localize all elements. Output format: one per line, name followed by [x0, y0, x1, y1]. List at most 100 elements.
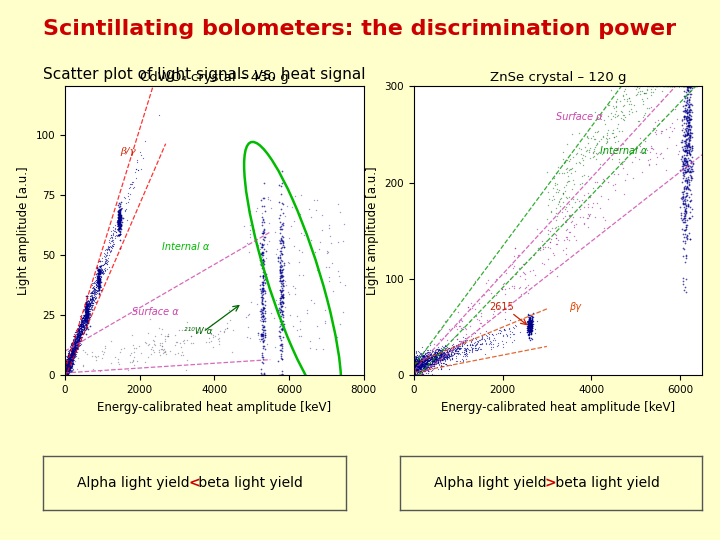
Point: [677, 189, 688, 198]
Point: [78, 317, 89, 326]
Point: [608, 129, 619, 138]
Point: [66, 343, 78, 352]
Point: [655, 148, 667, 157]
Point: [334, 208, 346, 217]
Point: [564, 193, 575, 202]
Point: [84, 295, 96, 303]
Point: [77, 361, 89, 369]
Point: [438, 351, 450, 360]
Point: [93, 275, 104, 284]
Point: [626, 108, 638, 117]
Point: [124, 184, 135, 192]
Point: [96, 266, 108, 275]
Point: [63, 362, 75, 371]
Point: [67, 351, 78, 360]
Point: [411, 366, 423, 374]
Point: [660, 82, 671, 91]
Point: [430, 357, 441, 366]
Point: [83, 299, 94, 308]
Point: [83, 314, 94, 323]
Point: [449, 344, 461, 353]
Point: [508, 262, 519, 271]
Point: [413, 362, 425, 371]
Point: [114, 218, 125, 226]
Point: [437, 359, 449, 368]
Point: [414, 367, 426, 375]
Point: [68, 347, 80, 355]
Point: [552, 184, 563, 193]
Point: [683, 146, 694, 154]
Point: [606, 109, 617, 118]
Point: [419, 353, 431, 361]
Point: [438, 351, 449, 360]
Point: [410, 356, 421, 364]
Point: [257, 249, 269, 258]
Point: [293, 258, 305, 266]
Point: [77, 316, 89, 325]
Point: [274, 267, 286, 275]
Point: [274, 213, 285, 222]
Point: [442, 348, 454, 357]
Point: [97, 261, 109, 269]
Point: [153, 346, 164, 355]
Point: [435, 349, 446, 358]
Point: [665, 82, 676, 91]
Point: [562, 224, 573, 233]
Point: [257, 352, 269, 361]
Point: [682, 126, 693, 135]
Point: [469, 341, 480, 349]
Point: [77, 313, 89, 322]
Point: [474, 336, 485, 345]
Point: [65, 366, 76, 375]
Point: [428, 356, 440, 365]
Point: [434, 356, 446, 365]
Point: [74, 334, 86, 342]
Point: [423, 360, 435, 368]
Point: [413, 361, 425, 369]
Point: [78, 311, 90, 320]
Point: [673, 82, 685, 91]
Point: [410, 358, 422, 367]
Point: [81, 298, 92, 307]
Point: [683, 87, 694, 96]
Point: [526, 318, 537, 326]
Point: [69, 348, 81, 356]
Point: [74, 325, 86, 333]
Point: [680, 98, 691, 106]
Point: [274, 298, 286, 306]
Point: [59, 364, 71, 373]
Point: [275, 307, 287, 316]
Point: [681, 105, 693, 114]
Point: [305, 213, 316, 221]
Point: [274, 266, 286, 274]
Point: [660, 82, 671, 91]
Point: [437, 347, 449, 356]
Point: [685, 214, 696, 222]
Point: [86, 289, 97, 298]
Point: [294, 332, 305, 341]
Point: [613, 154, 625, 163]
Point: [76, 321, 88, 330]
Point: [66, 343, 78, 352]
Point: [60, 364, 72, 373]
Point: [91, 278, 102, 287]
Point: [180, 366, 192, 374]
Point: [415, 350, 426, 359]
Point: [64, 361, 76, 369]
Point: [683, 122, 695, 131]
Point: [93, 273, 104, 281]
Point: [66, 345, 78, 354]
Point: [479, 291, 490, 300]
Point: [416, 361, 428, 370]
Point: [424, 359, 436, 368]
Point: [526, 322, 537, 331]
Point: [544, 237, 555, 246]
Point: [467, 335, 478, 344]
Point: [80, 303, 91, 312]
Point: [66, 362, 78, 370]
Point: [63, 364, 75, 373]
Point: [507, 329, 518, 338]
Point: [430, 353, 441, 362]
Point: [73, 325, 85, 334]
Point: [84, 300, 96, 309]
